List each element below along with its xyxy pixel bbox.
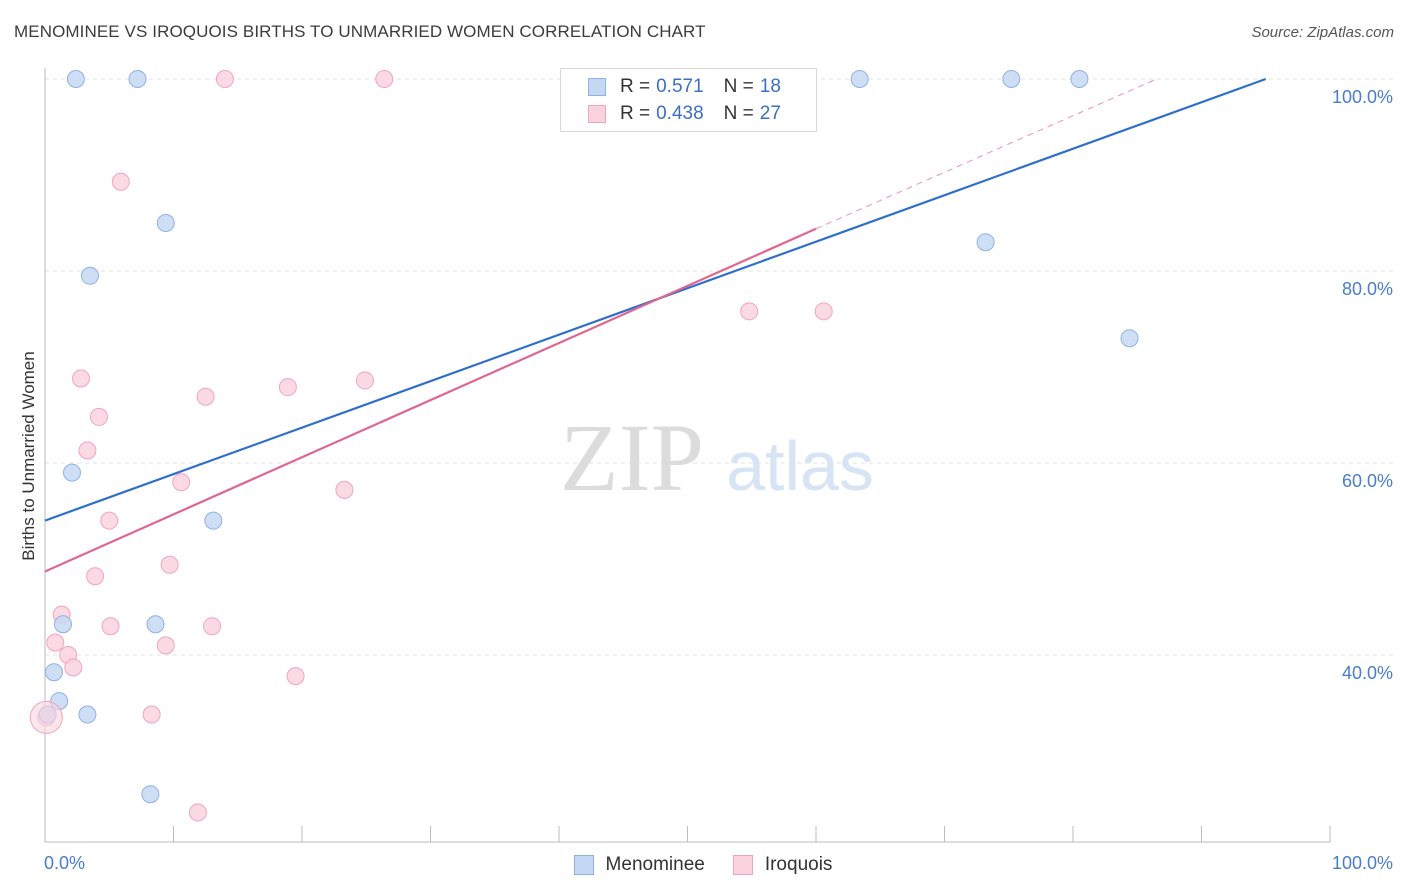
iroquois-point [335,480,354,499]
menominee-point [62,463,81,482]
iroquois-point [196,387,215,406]
iroquois-r-value: 0.438 [656,103,704,124]
menominee-legend-swatch [573,855,594,875]
menominee-point [66,70,85,88]
legend-item-iroquois: Iroquois [732,854,833,876]
iroquois-point [740,302,759,321]
legend-row-iroquois: R = 0.438 N = 27 [588,102,781,126]
iroquois-point [100,511,119,530]
menominee-point [78,705,97,724]
n-label: N = [723,103,754,124]
iroquois-point [78,441,97,460]
y-axis-label: Births to Unmarried Women [19,351,38,560]
iroquois-point [111,172,130,191]
menominee-point [1070,70,1089,88]
iroquois-legend-swatch [732,855,753,875]
stats-legend: R = 0.571 N = 18 R = 0.438 N = 27 [560,68,817,132]
data-points [29,70,1139,822]
menominee-point [1120,329,1139,348]
menominee-point [976,233,995,252]
y-tick-label: 100.0% [1332,87,1393,107]
r-label: R = [620,76,651,97]
iroquois-point [188,803,207,822]
iroquois-trend-extension [815,78,1157,230]
n-label: N = [723,76,754,97]
iroquois-point [101,617,120,636]
menominee-point [44,663,63,682]
menominee-n-value: 18 [759,76,781,97]
menominee-point [156,214,175,232]
menominee-swatch [588,78,606,96]
x-tick-label: 100.0% [1332,853,1393,873]
legend-row-menominee: R = 0.571 N = 18 [588,75,781,99]
iroquois-point [71,369,90,388]
iroquois-point [375,70,394,88]
iroquois-point [142,705,161,724]
iroquois-legend-label: Iroquois [764,854,833,875]
watermark-atlas: atlas [726,427,874,505]
watermark: ZIP atlas [560,404,874,511]
gridlines [45,78,1395,656]
series-legend: Menominee Iroquois [0,852,1406,878]
iroquois-point [86,567,105,586]
iroquois-point-large [29,700,63,734]
x-tick-label: 0.0% [44,853,85,873]
menominee-legend-label: Menominee [605,854,705,875]
iroquois-point [172,473,191,492]
iroquois-point [156,636,175,655]
y-tick-label: 60.0% [1342,471,1393,491]
trend-lines [44,77,1267,573]
iroquois-trend-line [44,227,817,573]
menominee-point [53,615,72,634]
iroquois-point [215,70,234,88]
menominee-point [128,70,147,88]
source-credit: Source: ZipAtlas.com [1251,24,1394,41]
y-tick-label: 80.0% [1342,279,1393,299]
menominee-point [1002,70,1021,88]
menominee-r-value: 0.571 [656,76,704,97]
menominee-point [204,511,223,530]
iroquois-n-value: 27 [759,103,781,124]
iroquois-point [64,658,83,677]
iroquois-point [278,378,297,397]
iroquois-point [814,302,833,321]
y-tick-label: 40.0% [1342,663,1393,683]
chart-title: MENOMINEE VS IROQUOIS BIRTHS TO UNMARRIE… [14,22,706,41]
iroquois-swatch [588,105,606,123]
iroquois-point [89,407,108,426]
tick-labels: 40.0% 60.0% 80.0% 100.0% 0.0% 100.0% [44,87,1393,873]
iroquois-point [46,633,65,652]
menominee-point [850,70,869,88]
menominee-point [80,266,99,285]
iroquois-point [355,371,374,390]
iroquois-point [160,555,179,574]
menominee-point [146,615,165,634]
r-label: R = [620,103,651,124]
iroquois-point [286,667,305,686]
legend-item-menominee: Menominee [573,854,705,876]
watermark-zip: ZIP [560,404,704,511]
menominee-point [141,785,160,804]
iroquois-point [203,617,222,636]
